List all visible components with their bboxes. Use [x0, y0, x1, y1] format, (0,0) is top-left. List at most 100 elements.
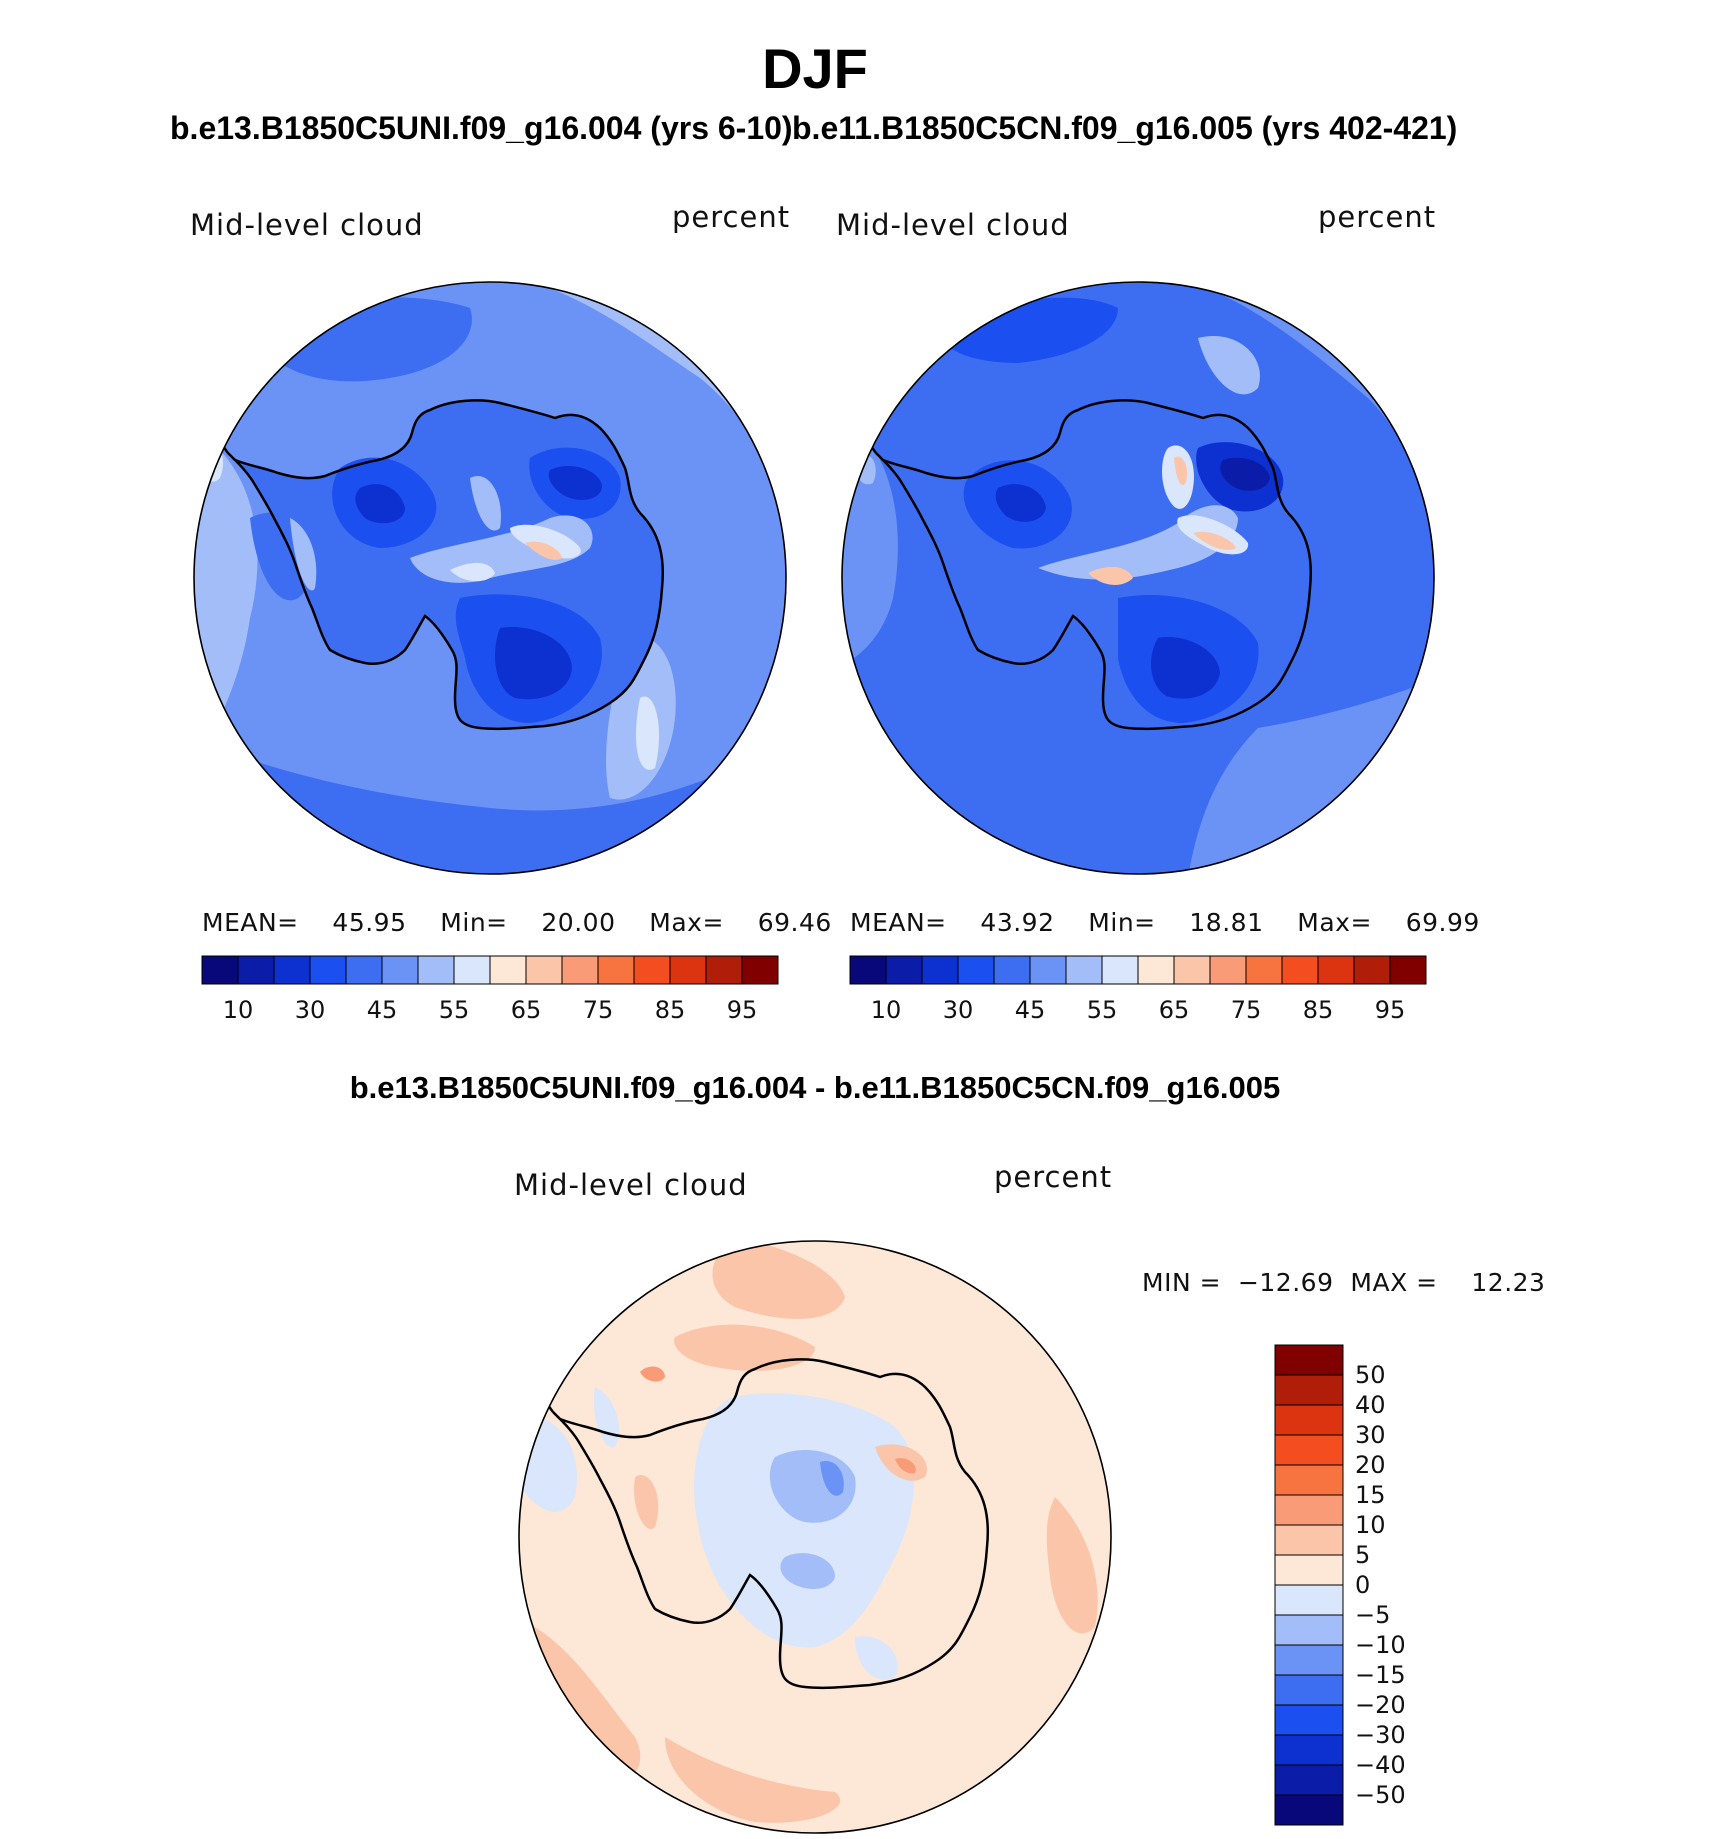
panel3-colorbar-swatch-9	[1274, 1614, 1344, 1646]
panel3-variable-label: Mid-level cloud	[514, 1168, 748, 1202]
figure-title: DJF	[762, 37, 868, 100]
panel3-colorbar-tick-label: −15	[1355, 1661, 1406, 1689]
panel2-max-label: Max=	[1297, 908, 1372, 937]
panel2-colorbar-tick-label: 65	[1158, 996, 1190, 1024]
panel3-colorbar-swatch-13	[1274, 1734, 1344, 1766]
panel1-colorbar-tick-label: 45	[366, 996, 398, 1024]
panel3-colorbar-swatch-4	[1274, 1464, 1344, 1496]
panel1-colorbar-swatch-3	[309, 955, 347, 985]
difference-title: b.e13.B1850C5UNI.f09_g16.004 - b.e11.B18…	[349, 1070, 1281, 1105]
panel3-colorbar-swatch-2	[1274, 1404, 1344, 1436]
panel1-colorbar-swatch-2	[273, 955, 311, 985]
panel1-max-label: Max=	[649, 908, 724, 937]
panel3-colorbar-swatch-5	[1274, 1494, 1344, 1526]
panel2-map	[841, 281, 1435, 875]
panel1-colorbar-swatch-8	[489, 955, 527, 985]
panel3-colorbar-swatch-0	[1274, 1344, 1344, 1376]
panel2-colorbar-swatch-14	[1353, 955, 1391, 985]
panel1-colorbar-swatch-10	[561, 955, 599, 985]
panel3-min-label: MIN =	[1142, 1268, 1222, 1297]
panel3-colorbar-swatch-10	[1274, 1644, 1344, 1676]
panel1-map-border	[193, 281, 787, 875]
panel1-colorbar-tick-label: 55	[438, 996, 470, 1024]
panel2-map-border	[841, 281, 1435, 875]
panel3-colorbar-tick-label: 0	[1355, 1571, 1371, 1599]
panel2-mean-value: 43.92	[980, 908, 1055, 937]
panel2-colorbar-tick-label: 55	[1086, 996, 1118, 1024]
panel1-colorbar-swatch-0	[201, 955, 239, 985]
panel2-min-label: Min=	[1088, 908, 1156, 937]
panel2-max-value: 69.99	[1405, 908, 1480, 937]
panel1-colorbar-swatch-12	[633, 955, 671, 985]
panel2-colorbar-tick-label: 10	[870, 996, 902, 1024]
panel3-colorbar	[1274, 1344, 1344, 1826]
panel3-colorbar-tick-label: −30	[1355, 1721, 1406, 1749]
panel1-colorbar-tick-label: 95	[726, 996, 758, 1024]
panel3-colorbar-tick-label: −50	[1355, 1781, 1406, 1809]
panel2-colorbar-swatch-4	[993, 955, 1031, 985]
panel3-colorbar-tick-label: 40	[1355, 1391, 1386, 1419]
panel3-units-label: percent	[994, 1160, 1113, 1194]
panel1-colorbar-swatch-7	[453, 955, 491, 985]
panel1-colorbar-swatch-6	[417, 955, 455, 985]
panel3-colorbar-tick-label: 10	[1355, 1511, 1386, 1539]
panel2-colorbar-tick-label: 45	[1014, 996, 1046, 1024]
panel1-colorbar-tick-label: 30	[294, 996, 326, 1024]
case-title-left: b.e13.B1850C5UNI.f09_g16.004 (yrs 6-10)	[170, 110, 793, 146]
panel2-colorbar-swatch-13	[1317, 955, 1355, 985]
panel2-colorbar-tick-label: 75	[1230, 996, 1262, 1024]
panel3-colorbar-tick-label: 15	[1355, 1481, 1386, 1509]
panel3-colorbar-swatch-11	[1274, 1674, 1344, 1706]
panel3-colorbar-tick-label: 20	[1355, 1451, 1386, 1479]
panel3-colorbar-swatch-14	[1274, 1764, 1344, 1796]
panel1-colorbar-swatch-13	[669, 955, 707, 985]
panel3-max-value: 12.23	[1471, 1268, 1546, 1297]
panel2-variable-label: Mid-level cloud	[836, 208, 1070, 242]
panel3-stats: MIN = −12.69 MAX = 12.23	[1142, 1268, 1545, 1297]
panel2-mean-label: MEAN=	[850, 908, 947, 937]
panel1-mean-value: 45.95	[332, 908, 407, 937]
panel2-colorbar-swatch-15	[1389, 955, 1427, 985]
panel2-min-value: 18.81	[1189, 908, 1264, 937]
panel1-mean-label: MEAN=	[202, 908, 299, 937]
panel3-colorbar-swatch-1	[1274, 1374, 1344, 1406]
panel1-colorbar-tick-label: 10	[222, 996, 254, 1024]
panel3-colorbar-tick-label: 30	[1355, 1421, 1386, 1449]
panel3-colorbar-swatch-15	[1274, 1794, 1344, 1826]
panel2-stats: MEAN= 43.92 Min= 18.81 Max= 69.99	[850, 908, 1480, 937]
panel2-colorbar-swatch-8	[1137, 955, 1175, 985]
panel2-colorbar-tick-label: 30	[942, 996, 974, 1024]
panel2-colorbar-swatch-10	[1209, 955, 1247, 985]
panel3-colorbar-tick-label: 5	[1355, 1541, 1371, 1569]
panel1-colorbar-swatch-1	[237, 955, 275, 985]
panel2-continent-field	[842, 386, 1313, 731]
panel3-map-border	[518, 1240, 1112, 1834]
panel3-colorbar-tick-label: −20	[1355, 1691, 1406, 1719]
panel2-colorbar-tick-label: 85	[1302, 996, 1334, 1024]
panel1-units-label: percent	[672, 200, 791, 234]
panel2-colorbar-tick-label: 95	[1374, 996, 1406, 1024]
panel1-colorbar-swatch-9	[525, 955, 563, 985]
panel1-colorbar-swatch-5	[381, 955, 419, 985]
panel1-colorbar-tick-label: 85	[654, 996, 686, 1024]
panel3-colorbar-tick-label: −5	[1355, 1601, 1391, 1629]
panel2-colorbar-swatch-3	[957, 955, 995, 985]
panel3-map	[518, 1240, 1112, 1834]
panel2-colorbar-swatch-12	[1281, 955, 1319, 985]
panel1-colorbar-swatch-11	[597, 955, 635, 985]
panel2-units-label: percent	[1318, 200, 1437, 234]
panel3-colorbar-swatch-3	[1274, 1434, 1344, 1466]
panel2-colorbar-swatch-0	[849, 955, 887, 985]
panel1-continent-field	[194, 386, 665, 731]
panel1-colorbar-tick-label: 65	[510, 996, 542, 1024]
panel3-colorbar-swatch-12	[1274, 1704, 1344, 1736]
panel1-min-value: 20.00	[541, 908, 616, 937]
panel2-colorbar-swatch-2	[921, 955, 959, 985]
case-title-right: b.e11.B1850C5CN.f09_g16.005 (yrs 402-421…	[792, 110, 1458, 146]
panel2-colorbar-swatch-5	[1029, 955, 1067, 985]
panel2-colorbar-swatch-1	[885, 955, 923, 985]
panel1-colorbar-swatch-14	[705, 955, 743, 985]
panel3-min-value: −12.69	[1237, 1268, 1334, 1297]
panel2-colorbar-swatch-11	[1245, 955, 1283, 985]
